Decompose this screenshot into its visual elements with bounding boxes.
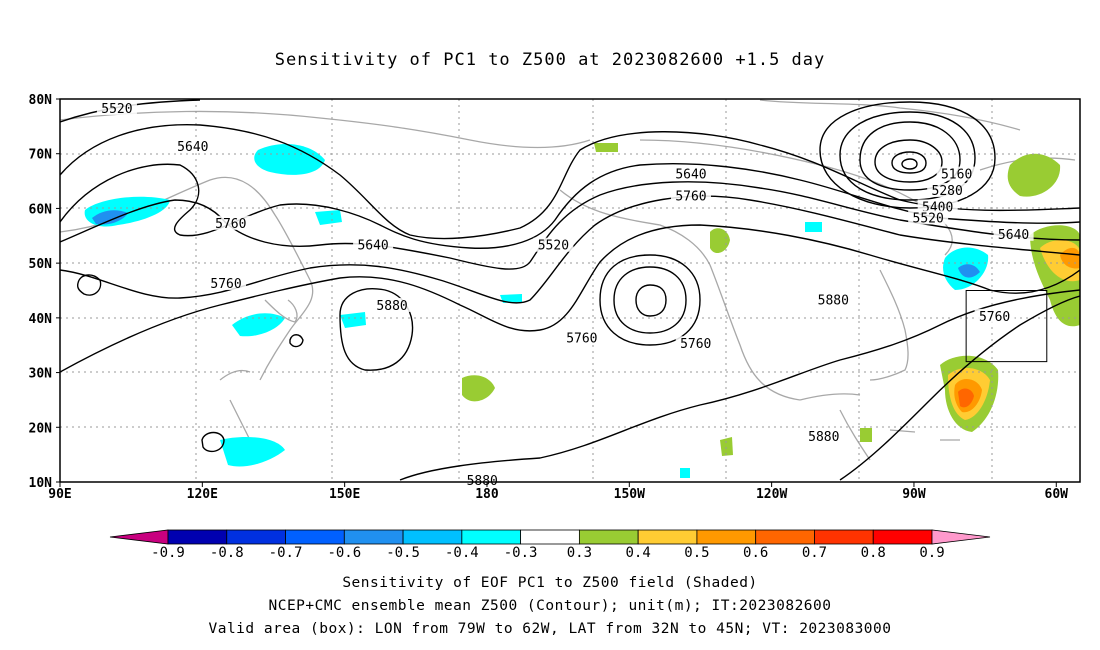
contour-label: 5640	[998, 228, 1029, 243]
colorbar-label: -0.8	[210, 545, 244, 561]
contour-label: 5880	[818, 293, 849, 308]
contour-label: 5760	[566, 332, 597, 347]
contour-label: 5880	[808, 430, 839, 445]
lat-label: 10N	[29, 476, 53, 491]
contour-label-bg	[813, 292, 854, 307]
colorbar-label: -0.5	[386, 545, 420, 561]
contour-label: 5760	[675, 189, 706, 204]
lon-label: 120W	[756, 487, 787, 502]
colorbar-label: 0.5	[684, 545, 709, 561]
lat-label: 50N	[29, 257, 53, 272]
contour-labels: 5520 5640 5760 5640 5760 5880 5520 5760 5640 5760…	[96, 100, 1034, 489]
colorbar-arrow-right	[931, 529, 991, 545]
caption-line-1: Sensitivity of EOF PC1 to Z500 field (Sh…	[342, 575, 758, 591]
contour-label: 5520	[538, 239, 569, 254]
colorbar-label: 0.9	[919, 545, 944, 561]
sensitivity-shading	[84, 143, 1080, 478]
colorbar-label: 0.7	[802, 545, 827, 561]
colorbar-segment	[461, 529, 522, 545]
lat-label: 70N	[29, 148, 53, 163]
chart-title: Sensitivity of PC1 to Z500 at 2023082600…	[274, 50, 826, 70]
contour-label-bg	[462, 473, 503, 487]
contour-label-bg	[675, 336, 716, 351]
colorbar-segment	[814, 529, 874, 545]
contour-label: 5640	[357, 239, 388, 254]
contour-label-bg	[670, 166, 711, 181]
colorbar-label: -0.3	[504, 545, 538, 561]
colorbar-segment	[226, 529, 286, 545]
contour-label: 5520	[913, 211, 944, 226]
lon-label: 180	[475, 487, 499, 502]
colorbar-segment	[343, 529, 404, 545]
colorbar-label: 0.6	[743, 545, 768, 561]
colorbar-label: 0.3	[567, 545, 592, 561]
lon-label: 90W	[902, 487, 926, 502]
colorbar-label: -0.4	[445, 545, 479, 561]
contour-label-bg	[908, 210, 949, 225]
contour-label: 5880	[376, 299, 407, 314]
contour-label-bg	[533, 237, 574, 252]
contour-label-bg	[936, 166, 977, 181]
lat-label: 30N	[29, 367, 53, 382]
contour-label: 5760	[210, 277, 241, 292]
contour-label-bg	[206, 276, 247, 291]
contour-label: 5520	[101, 102, 132, 117]
contour-label: 5760	[215, 217, 246, 232]
colorbar-label: 0.4	[626, 545, 651, 561]
colorbar-segment	[755, 529, 815, 545]
valid-area-box	[965, 290, 1048, 363]
contour-label-bg	[917, 199, 958, 214]
contour-label: 5640	[675, 168, 706, 183]
lat-label: 60N	[29, 202, 53, 217]
lon-label: 60W	[1045, 487, 1069, 502]
lon-label: 150W	[614, 487, 645, 502]
contour-label-bg	[96, 100, 137, 115]
lon-label: 90E	[48, 487, 71, 502]
caption-line-3: Valid area (box): LON from 79W to 62W, L…	[208, 621, 892, 637]
colorbar-label: -0.7	[269, 545, 303, 561]
contour-label-bg	[974, 308, 1015, 323]
lon-label: 150E	[329, 487, 360, 502]
contour-label-bg	[927, 183, 968, 198]
colorbar-segment	[578, 529, 639, 545]
contour-label-bg	[172, 139, 213, 154]
contour-label-bg	[372, 297, 413, 312]
colorbar-label: -0.6	[327, 545, 361, 561]
contour-label-bg	[803, 429, 844, 444]
z500-contours	[60, 99, 1080, 481]
contour-label: 5760	[680, 337, 711, 352]
lat-label: 20N	[29, 421, 53, 436]
colorbar-label: -0.9	[151, 545, 185, 561]
colorbar-labels: -0.9 -0.8 -0.7 -0.6 -0.5 -0.4 -0.3 0.3 0.4 0.5 0.6…	[151, 545, 945, 561]
grid-lines	[60, 99, 1080, 482]
contour-label: 5760	[979, 310, 1010, 325]
longitude-labels: 90E 120E 150E 180 150W 120W 90W 60W	[48, 482, 1068, 502]
contour-label-bg	[670, 188, 711, 203]
contour-label: 5280	[932, 184, 963, 199]
caption-line-2: NCEP+CMC ensemble mean Z500 (Contour); u…	[268, 598, 832, 614]
lat-label: 80N	[29, 93, 53, 108]
contour-label-bg	[561, 330, 602, 345]
contour-label-bg	[353, 237, 394, 252]
latitude-labels: 80N 70N 60N 50N 40N 30N 20N 10N	[29, 93, 60, 491]
colorbar-segment	[696, 529, 757, 545]
contour-label: 5160	[941, 168, 972, 183]
contour-label-bg	[993, 226, 1034, 241]
colorbar-segment	[402, 529, 463, 545]
colorbar-segment	[285, 529, 345, 545]
colorbar-segment	[167, 529, 228, 545]
colorbar-segment	[637, 529, 698, 545]
contour-label: 5640	[177, 140, 208, 155]
contour-label-bg	[210, 215, 251, 230]
colorbar-segment	[872, 529, 933, 545]
colorbar-segment	[520, 529, 580, 545]
plot-frame	[59, 98, 1081, 483]
lat-label: 40N	[29, 312, 53, 327]
lon-label: 120E	[187, 487, 218, 502]
colorbar	[109, 529, 991, 545]
colorbar-label: 0.8	[861, 545, 886, 561]
colorbar-arrow-left	[109, 529, 169, 545]
